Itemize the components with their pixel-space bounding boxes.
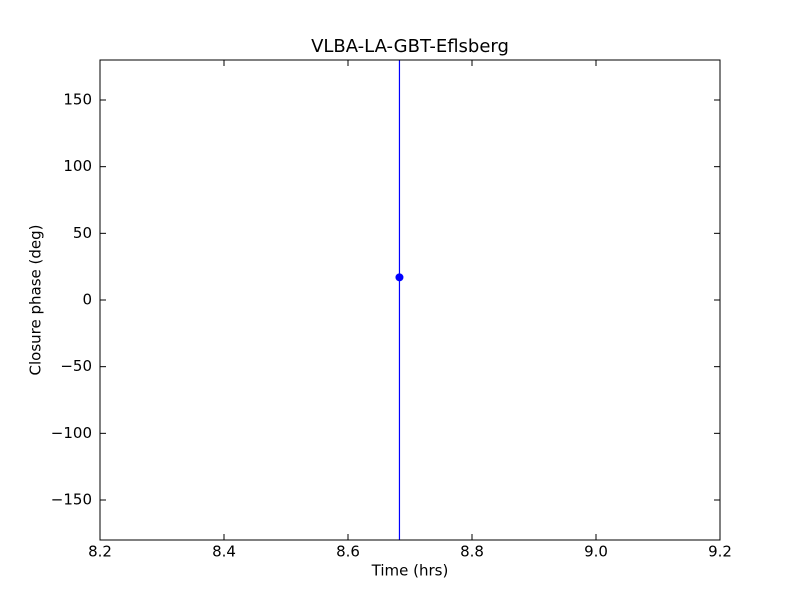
x-tick-label: 9.2	[708, 543, 732, 561]
y-axis-label: Closure phase (deg)	[27, 225, 45, 376]
y-tick-label: 150	[63, 91, 92, 109]
y-tick-label: −100	[51, 424, 92, 442]
point	[395, 273, 404, 282]
y-tick-label: −50	[60, 357, 92, 375]
y-tick-label: 0	[82, 291, 92, 309]
x-tick-label: 8.4	[212, 543, 236, 561]
y-tick-label: −150	[51, 491, 92, 509]
x-tick-label: 9.0	[584, 543, 608, 561]
plot-frame	[99, 59, 721, 541]
x-axis-label: Time (hrs)	[371, 562, 449, 580]
x-tick-label: 8.8	[460, 543, 484, 561]
chart-title: VLBA-LA-GBT-Eflsberg	[311, 36, 509, 57]
x-tick-label: 8.6	[336, 543, 360, 561]
y-tick-label: 50	[73, 224, 92, 242]
y-tick-label: 100	[63, 157, 92, 175]
x-tick-label: 8.2	[88, 543, 112, 561]
